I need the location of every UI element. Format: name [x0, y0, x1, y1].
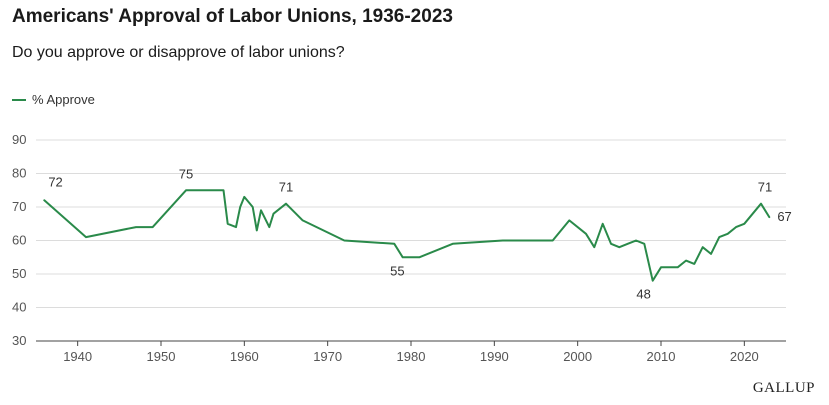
- legend-swatch: [12, 98, 26, 101]
- x-tick-label: 1950: [147, 349, 176, 364]
- x-tick-label: 1960: [230, 349, 259, 364]
- data-label: 55: [390, 263, 404, 278]
- x-tick-label: 2020: [730, 349, 759, 364]
- y-tick-label: 60: [12, 233, 26, 248]
- y-tick-label: 40: [12, 300, 26, 315]
- chart-title: Americans' Approval of Labor Unions, 193…: [12, 6, 453, 27]
- x-tick-label: 1990: [480, 349, 509, 364]
- x-tick-label: 2010: [647, 349, 676, 364]
- y-tick-label: 30: [12, 333, 26, 348]
- data-label: 71: [279, 180, 293, 195]
- y-tick-label: 80: [12, 166, 26, 181]
- data-label: 71: [758, 180, 772, 195]
- x-tick-label: 1980: [397, 349, 426, 364]
- legend: % Approve: [12, 92, 95, 107]
- chart-subtitle: Do you approve or disapprove of labor un…: [12, 44, 345, 61]
- y-tick-label: 70: [12, 199, 26, 214]
- y-tick-label: 90: [12, 132, 26, 147]
- y-tick-label: 50: [12, 266, 26, 281]
- data-label: 48: [636, 287, 650, 302]
- series-line-0: [43, 189, 771, 282]
- data-label: 67: [777, 209, 791, 224]
- source-label: GALLUP: [752, 380, 815, 396]
- legend-label: % Approve: [32, 92, 95, 107]
- data-label: 75: [179, 166, 193, 181]
- x-tick-label: 1940: [63, 349, 92, 364]
- x-tick-label: 1970: [313, 349, 342, 364]
- data-label: 72: [48, 174, 62, 189]
- x-tick-label: 2000: [563, 349, 592, 364]
